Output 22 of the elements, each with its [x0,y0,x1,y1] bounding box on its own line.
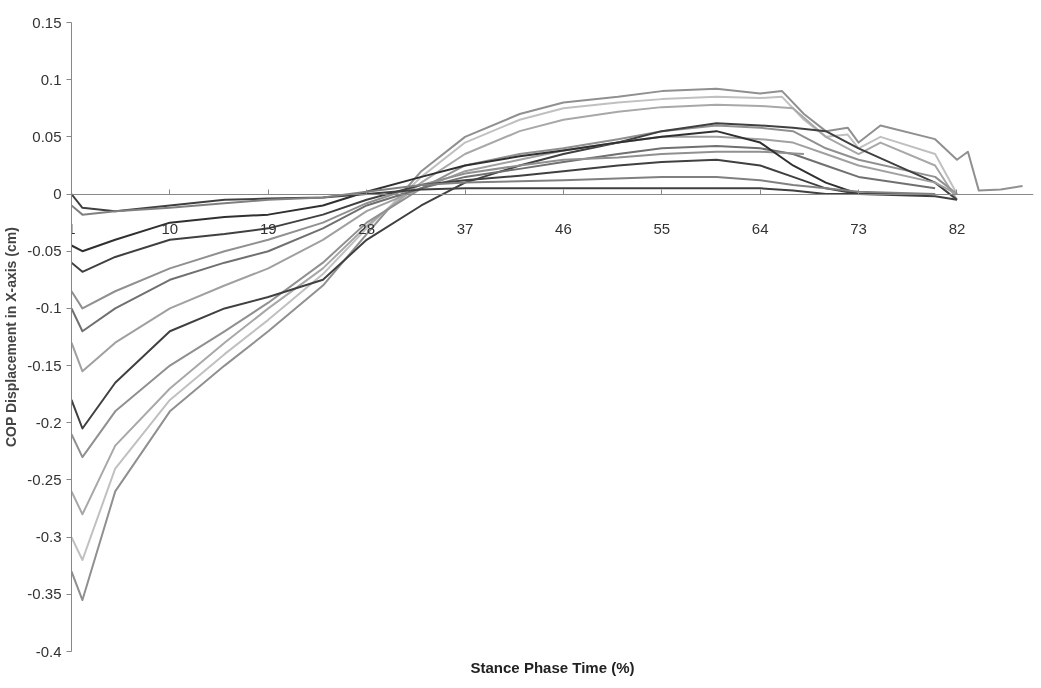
y-axis-title: COP Displacement in X-axis (cm) [3,227,20,448]
y-tick-label: -0.4 [35,642,62,660]
y-tick-label: -0.3 [35,528,62,546]
y-tick-label: 0 [53,185,62,203]
x-tick-label: 64 [751,220,769,238]
x-tick-label: 37 [456,220,474,238]
y-tick-label: 0.05 [32,127,62,145]
y-tick-label: -0.2 [35,413,62,431]
x-axis-title: Stance Phase Time (%) [470,658,635,676]
x-tick-label: 10 [161,220,179,238]
x-tick-label: 73 [850,220,867,238]
y-tick-label: -0.1 [35,299,62,317]
x-tick-label: 55 [653,220,671,238]
x-tick-label: 46 [555,220,572,238]
x-tick-label: 82 [948,220,966,238]
y-tick-label: -0.35 [27,585,62,603]
y-tick-label: 0.15 [32,13,62,31]
y-tick-label: -0.05 [27,242,62,260]
y-tick-label: -0.25 [27,470,62,488]
y-tick-label: 0.1 [40,70,62,88]
x-tick-label: 28 [358,220,375,238]
y-tick-label: -0.15 [27,356,62,374]
